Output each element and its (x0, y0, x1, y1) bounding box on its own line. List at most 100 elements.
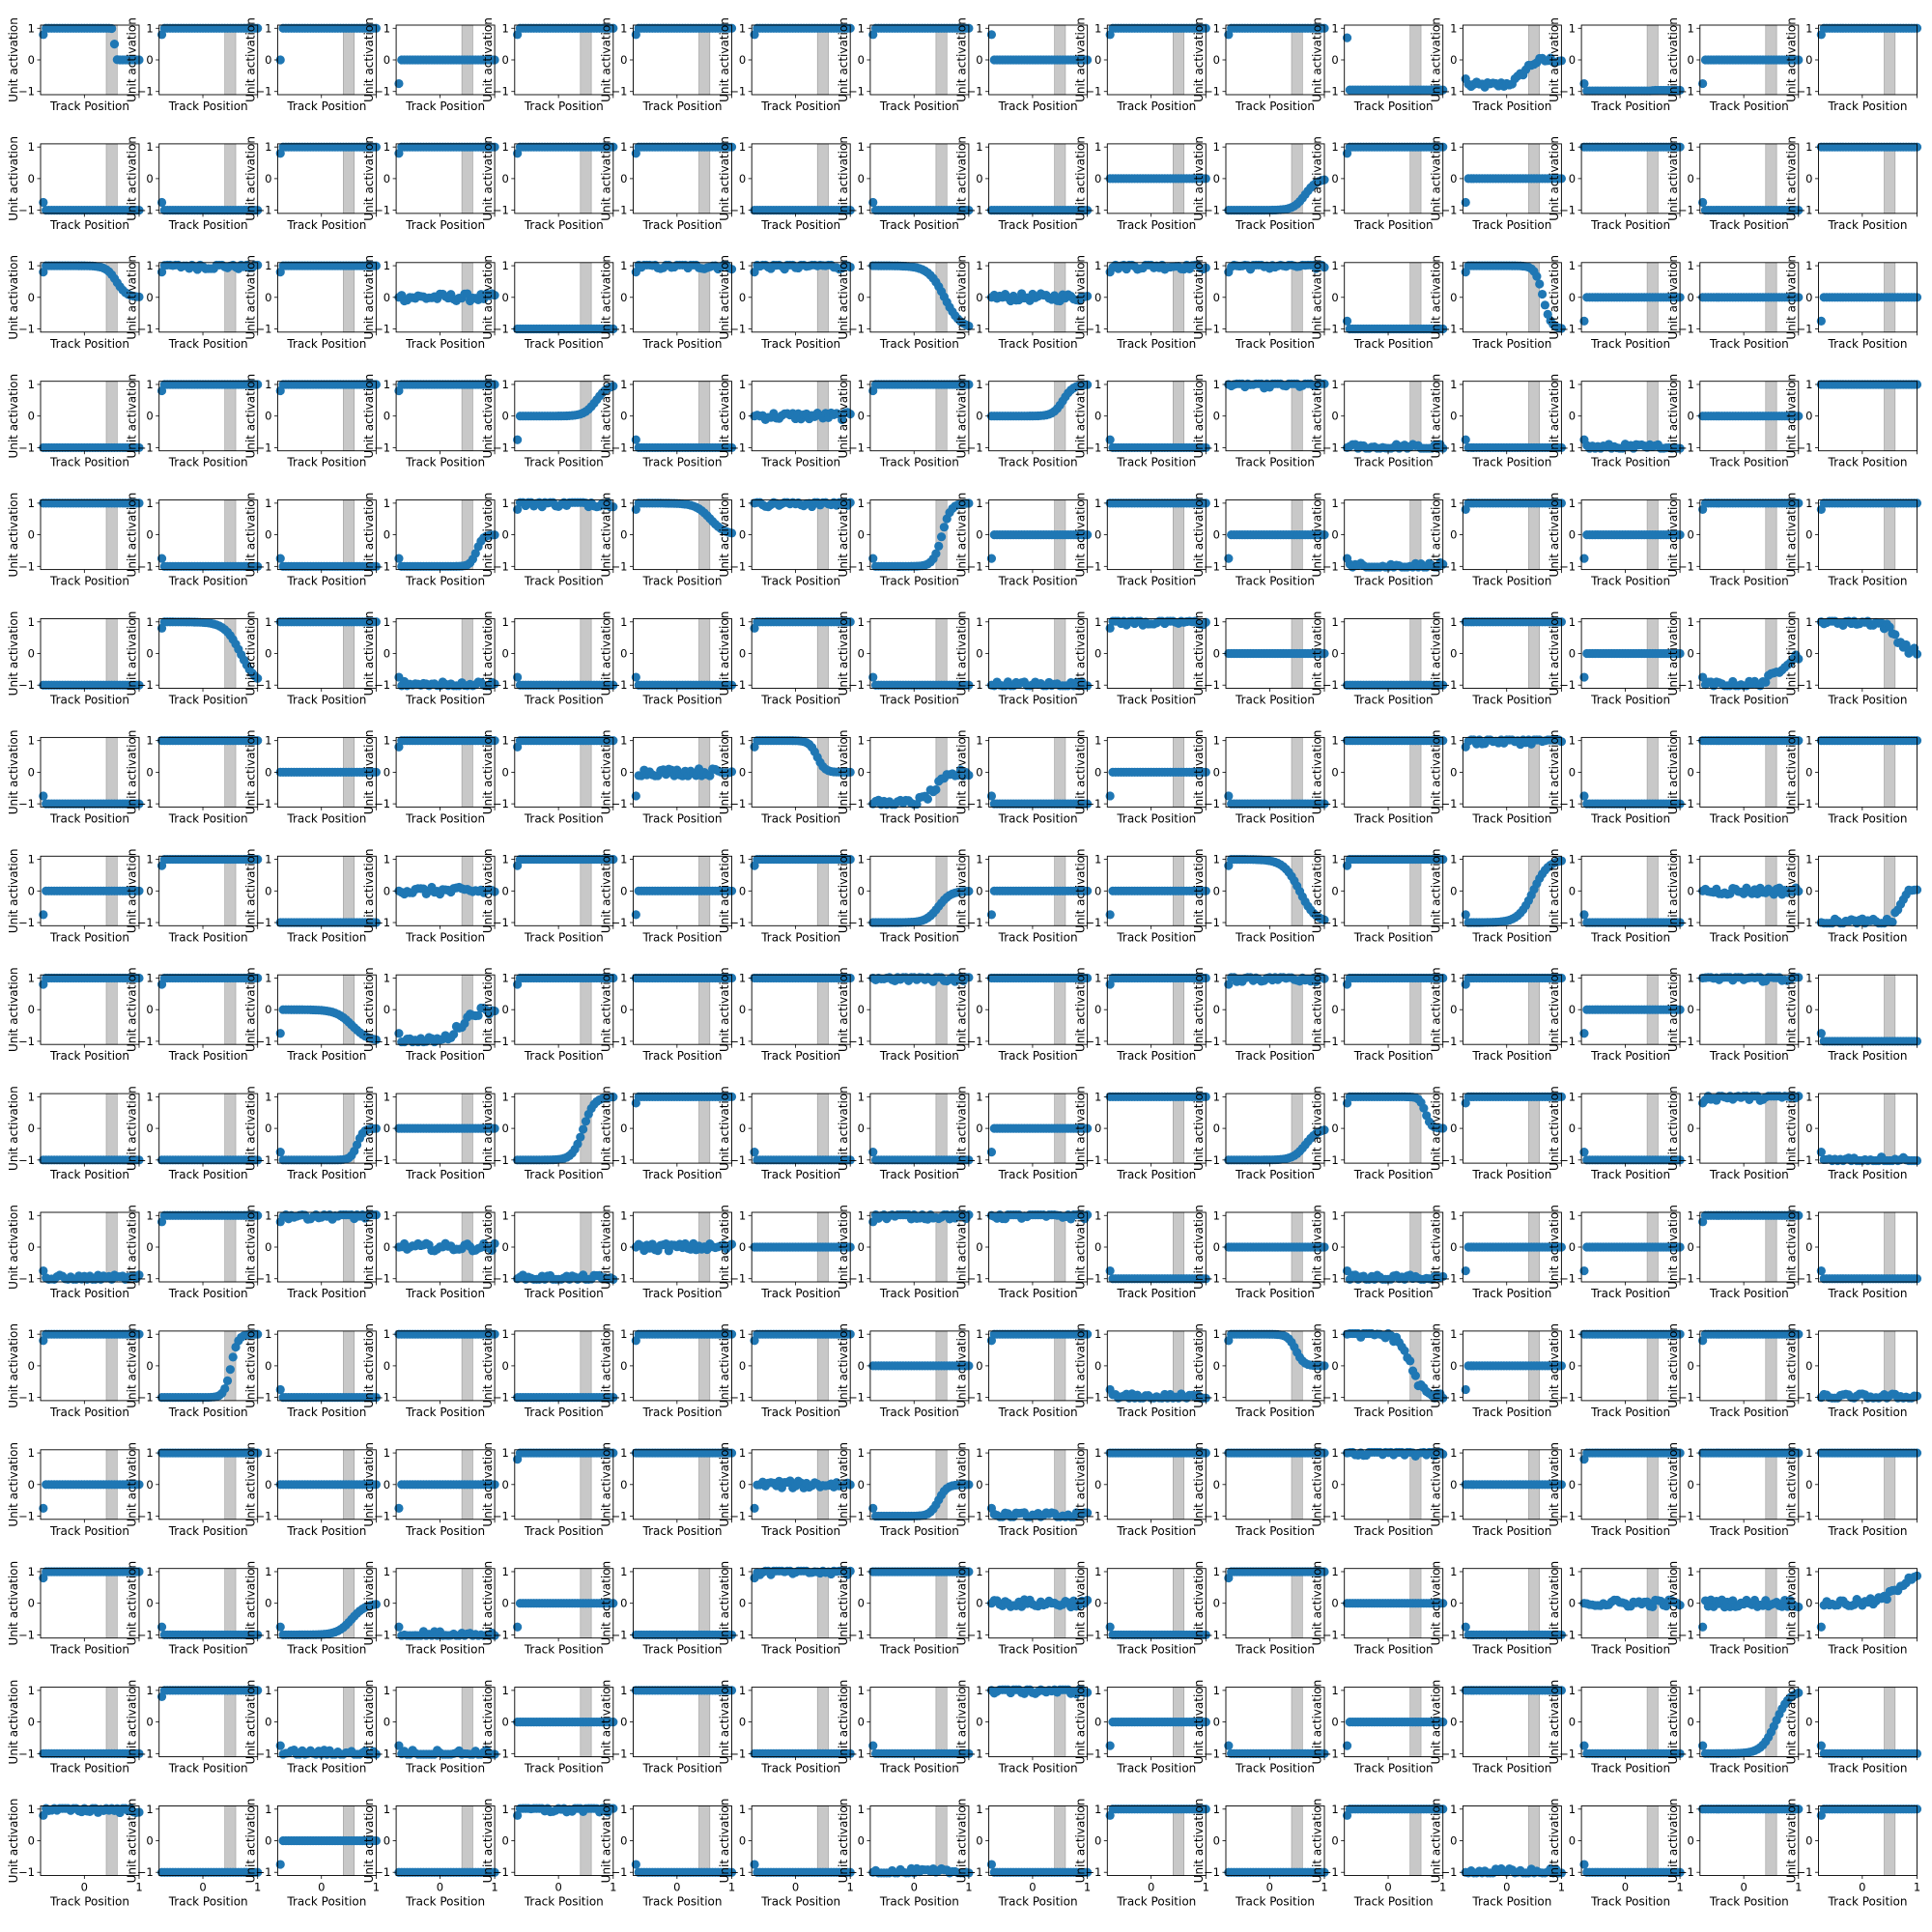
reward-zone-band (1528, 499, 1541, 570)
y-axis-label: Unit activation (243, 136, 257, 221)
x-axis-label: Track Position (1471, 337, 1551, 351)
reward-zone-band (1173, 618, 1184, 689)
y-axis-label: Unit activation (718, 493, 731, 578)
x-axis-label: Track Position (879, 694, 959, 707)
y-tick-label: 0 (1687, 528, 1693, 542)
y-axis-label: Unit activation (481, 136, 495, 221)
y-tick-label: 1 (384, 615, 390, 629)
y-tick-label: 1 (1569, 497, 1576, 510)
y-axis-label: Unit activation (1666, 255, 1680, 340)
x-axis-label: Track Position (524, 218, 604, 232)
y-axis-label: Unit activation (1073, 374, 1087, 459)
y-tick-label: −1 (137, 797, 154, 810)
reward-zone-band (1291, 24, 1303, 96)
x-axis-label: Track Position (168, 811, 248, 825)
y-tick-label: −1 (1559, 85, 1576, 99)
axes-frame (276, 499, 377, 571)
reward-zone-band (580, 262, 592, 333)
x-axis-label: Track Position (286, 694, 366, 707)
x-axis-label: Track Position (760, 218, 840, 232)
x-axis-label: Track Position (49, 218, 129, 232)
y-tick-label: 0 (1094, 172, 1101, 185)
y-tick-label: 0 (858, 53, 865, 67)
y-tick-label: 0 (976, 647, 982, 661)
y-axis-label: Unit activation (126, 611, 139, 696)
y-tick-label: 1 (858, 497, 865, 510)
x-axis-label: Track Position (879, 99, 959, 113)
axes-frame (1462, 618, 1562, 689)
y-tick-label: 0 (858, 528, 865, 542)
y-tick-label: 0 (384, 291, 390, 304)
y-tick-label: −1 (1797, 440, 1813, 454)
x-axis-label: Track Position (168, 218, 248, 232)
y-tick-label: 1 (976, 497, 982, 510)
y-tick-label: −1 (1322, 440, 1339, 454)
y-axis-label: Unit activation (1666, 17, 1680, 102)
reward-zone-band (1409, 24, 1422, 96)
y-tick-label: 0 (1687, 172, 1693, 185)
x-axis-label: Track Position (1709, 337, 1789, 351)
y-tick-label: 1 (265, 21, 271, 35)
x-axis-label: Track Position (1353, 337, 1434, 351)
y-tick-label: 0 (1569, 291, 1576, 304)
reward-zone-band (105, 381, 118, 452)
y-tick-label: 0 (28, 53, 35, 67)
x-axis-label: Track Position (1709, 218, 1789, 232)
y-axis-label: Unit activation (7, 255, 20, 340)
y-tick-label: −1 (18, 204, 35, 217)
y-tick-label: 1 (1687, 140, 1693, 154)
reward-zone-band (224, 24, 237, 96)
reward-zone-band (1765, 143, 1777, 214)
y-tick-label: −1 (493, 797, 509, 810)
data-point (934, 541, 944, 551)
y-tick-label: 1 (1331, 497, 1338, 510)
y-tick-label: 1 (620, 259, 627, 272)
y-axis-label: Unit activation (481, 611, 495, 696)
x-axis-label: Track Position (1235, 337, 1315, 351)
x-axis-label: Track Position (1709, 575, 1789, 588)
y-tick-label: 1 (1213, 378, 1220, 391)
y-tick-label: 1 (976, 21, 982, 35)
axes-frame (988, 618, 1089, 689)
y-tick-label: −1 (137, 678, 154, 692)
y-tick-label: −1 (137, 85, 154, 99)
reward-zone-band (1409, 262, 1422, 333)
y-tick-label: −1 (611, 559, 628, 573)
y-tick-label: 1 (1094, 378, 1101, 391)
x-axis-label: Track Position (1116, 694, 1196, 707)
reward-zone-band (698, 381, 711, 452)
y-tick-label: 0 (1687, 647, 1693, 661)
y-axis-label: Unit activation (243, 493, 257, 578)
reward-zone-band (1884, 499, 1896, 570)
y-tick-label: 1 (858, 140, 865, 154)
y-axis-label: Unit activation (955, 136, 969, 221)
y-axis-label: Unit activation (362, 255, 376, 340)
y-axis-label: Unit activation (243, 255, 257, 340)
reward-zone-band (935, 143, 948, 214)
x-axis-label: Track Position (49, 337, 129, 351)
x-axis-label: Track Position (1471, 99, 1551, 113)
reward-zone-band (1528, 381, 1541, 452)
y-tick-label: −1 (1204, 204, 1220, 217)
y-tick-label: 0 (976, 528, 982, 542)
y-tick-label: 0 (1687, 291, 1693, 304)
x-axis-label: Track Position (286, 811, 366, 825)
x-axis-label: Track Position (642, 337, 723, 351)
y-tick-label: 1 (1213, 259, 1220, 272)
y-axis-label: Unit activation (1785, 493, 1799, 578)
y-tick-label: −1 (493, 678, 509, 692)
